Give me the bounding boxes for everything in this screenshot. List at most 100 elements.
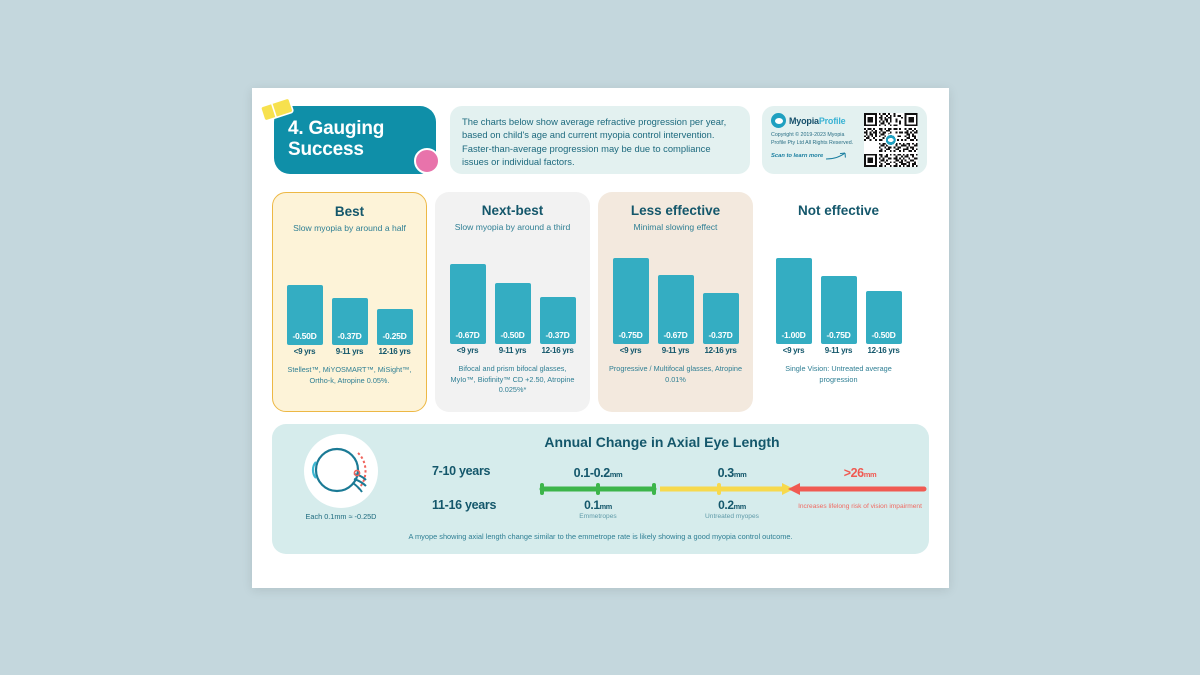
bar-column: -0.67D (657, 275, 694, 344)
bar: -0.75D (612, 258, 649, 344)
axis-label: 9-11 yrs (661, 346, 690, 355)
bar-column: -0.25D (376, 309, 413, 345)
poster-header: 4. Gauging Success The charts below show… (252, 88, 949, 188)
bar-chart: -0.67D -0.50D -0.37D (435, 258, 590, 344)
scan-prompt: Scan to learn more (771, 151, 858, 161)
scan-text: Scan to learn more (771, 152, 824, 159)
bar: -0.75D (820, 276, 857, 344)
axial-row-label-2: 11-16 years (432, 498, 497, 512)
card-title: Best (334, 204, 365, 219)
card-footnote: Progressive / Multifocal glasses, Atropi… (608, 364, 743, 384)
segment-unit: mm (733, 470, 747, 479)
card-footnote: Single Vision: Untreated average progres… (785, 364, 892, 384)
brand-name-part2: Profile (818, 115, 846, 126)
brand-name-part1: Myopia (789, 115, 819, 126)
card-next-best: Next-best Slow myopia by around a third … (435, 192, 590, 412)
segment-bottom-yellow: 0.2mm Untreated myopes (672, 498, 792, 520)
axis-label: 12-16 yrs (541, 346, 574, 355)
bar-value: -0.37D (708, 330, 733, 340)
brand-logo: MyopiaProfile (771, 113, 858, 128)
section-title-badge: 4. Gauging Success (274, 106, 436, 174)
bar-column: -0.37D (331, 298, 368, 345)
axis-label: <9 yrs (782, 346, 805, 355)
bar-column: -0.37D (539, 297, 576, 344)
card-title: Less effective (630, 203, 721, 218)
segment-unit: mm (733, 502, 747, 511)
copyright-text: Copyright © 2019-2023 Myopia Profile Pty… (771, 132, 854, 146)
axis-label: 12-16 yrs (867, 346, 900, 355)
section-title: 4. Gauging Success (274, 119, 384, 160)
segment-value: 0.2 (718, 498, 734, 512)
bar-value: -0.75D (826, 330, 851, 340)
bar: -0.37D (331, 298, 368, 345)
bar-axis: <9 yrs 9-11 yrs 12-16 yrs (435, 346, 590, 355)
bar-value: -0.50D (292, 331, 317, 341)
bar: -0.37D (539, 297, 576, 344)
segment-unit: mm (863, 470, 877, 479)
bar-value: -0.67D (455, 330, 480, 340)
intro-text: The charts below show average refractive… (462, 116, 727, 168)
segment-top-green: 0.1-0.2mm (538, 464, 658, 482)
bar-value: -0.67D (663, 330, 688, 340)
axial-title: Annual Change in Axial Eye Length (544, 434, 780, 450)
arrow-icon (826, 152, 847, 160)
bar-axis: <9 yrs 9-11 yrs 12-16 yrs (598, 346, 753, 355)
section-title-line2: Success (288, 139, 364, 160)
axis-label: 12-16 yrs (704, 346, 737, 355)
bar: -1.00D (775, 258, 812, 344)
bar-axis: <9 yrs 9-11 yrs 12-16 yrs (273, 347, 426, 356)
bar-column: -0.37D (702, 293, 739, 344)
segment-unit: mm (609, 470, 623, 479)
axis-label: 12-16 yrs (378, 347, 411, 356)
brand-name: MyopiaProfile (789, 115, 846, 126)
eye-diagram-circle (304, 434, 378, 508)
bar: -0.37D (702, 293, 739, 344)
brand-info: MyopiaProfile Copyright © 2019-2023 Myop… (771, 113, 858, 167)
card-subtitle: Slow myopia by around a third (454, 222, 571, 232)
bar-value: -0.37D (337, 331, 362, 341)
brand-panel: MyopiaProfile Copyright © 2019-2023 Myop… (762, 106, 927, 174)
bar-chart: -0.50D -0.37D -0.25D (273, 259, 426, 345)
axis-label: 9-11 yrs (498, 346, 527, 355)
segment-top-yellow: 0.3mm (672, 464, 792, 482)
bar-chart: -0.75D -0.67D -0.37D (598, 258, 753, 344)
segment-note: Untreated myopes (705, 513, 759, 520)
bar-chart: -1.00D -0.75D -0.50D (761, 258, 916, 344)
segment-value: >26 (843, 466, 864, 480)
bar: -0.50D (494, 283, 531, 344)
segment-bottom-green: 0.1mm Emmetropes (538, 498, 658, 520)
segment-value: 0.3 (717, 466, 735, 480)
card-footnote: Stellest™, MiYOSMART™, MiSight™, Ortho-k… (287, 365, 412, 385)
eye-diagram-icon (311, 447, 367, 493)
pink-dot-decoration (414, 148, 440, 174)
eye-diagram-wrap: Each 0.1mm ≈ -0.25D (286, 434, 396, 521)
segment-warning: Increases lifelong risk of vision impair… (798, 503, 922, 510)
bar-column: -0.50D (865, 291, 902, 344)
scale-red (788, 483, 927, 495)
bar: -0.25D (376, 309, 413, 345)
card-footnote: Bifocal and prism bifocal glasses, MyIo™… (450, 364, 575, 395)
bar-column: -1.00D (775, 258, 812, 344)
bar: -0.50D (286, 285, 323, 345)
bar: -0.67D (449, 264, 486, 344)
bar-column: -0.75D (820, 276, 857, 344)
eye-caption: Each 0.1mm ≈ -0.25D (305, 512, 377, 521)
card-title: Not effective (797, 203, 880, 218)
eye-logo-icon (771, 113, 786, 128)
qr-code[interactable] (864, 113, 918, 167)
axis-label: <9 yrs (293, 347, 316, 356)
bar-column: -0.67D (449, 264, 486, 344)
segment-top-red: >26mm (800, 464, 920, 482)
segment-unit: mm (599, 502, 613, 511)
card-title: Next-best (481, 203, 544, 218)
axis-label: <9 yrs (456, 346, 479, 355)
segment-bottom-red: Increases lifelong risk of vision impair… (796, 498, 924, 511)
axial-footnote: A myope showing axial length change simi… (408, 532, 793, 541)
bar: -0.67D (657, 275, 694, 344)
card-subtitle: Minimal slowing effect (633, 222, 718, 232)
ribbon-icon (260, 97, 294, 122)
axial-row-label-1: 7-10 years (432, 464, 491, 478)
intro-panel: The charts below show average refractive… (450, 106, 750, 174)
card-less-effective: Less effective Minimal slowing effect -0… (598, 192, 753, 412)
bar-value: -0.25D (382, 331, 407, 341)
